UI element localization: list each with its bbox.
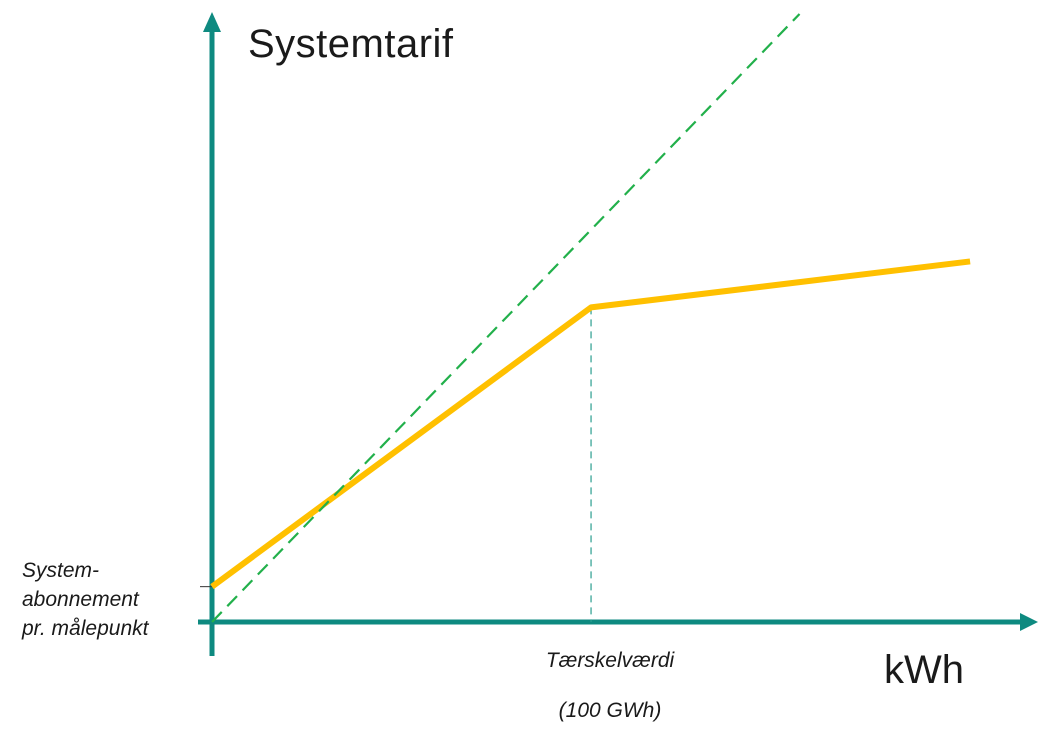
- tariff-diagram: [198, 12, 1038, 656]
- diagram-title: Systemtarif: [248, 22, 454, 66]
- y-intercept-label-line: abonnement: [22, 588, 139, 611]
- y-intercept-label-line: System-: [22, 559, 100, 582]
- y-axis-arrowhead: [203, 12, 221, 32]
- diagram-canvas: Systemtarif kWh System- abonnement pr. m…: [22, 12, 1038, 722]
- tariff-line: [210, 258, 971, 590]
- threshold-label: Tærskelværdi (100 GWh): [490, 636, 730, 736]
- x-axis-unit-label: kWh: [884, 648, 964, 692]
- threshold-label-line: Tærskelværdi: [545, 649, 675, 672]
- y-intercept-label: System- abonnement pr. målepunkt: [22, 556, 148, 643]
- y-intercept-label-line: pr. målepunkt: [22, 617, 149, 640]
- x-axis-arrowhead: [1020, 613, 1038, 631]
- threshold-label-line: (100 GWh): [558, 699, 662, 722]
- reference-tariff-line: [211, 13, 801, 623]
